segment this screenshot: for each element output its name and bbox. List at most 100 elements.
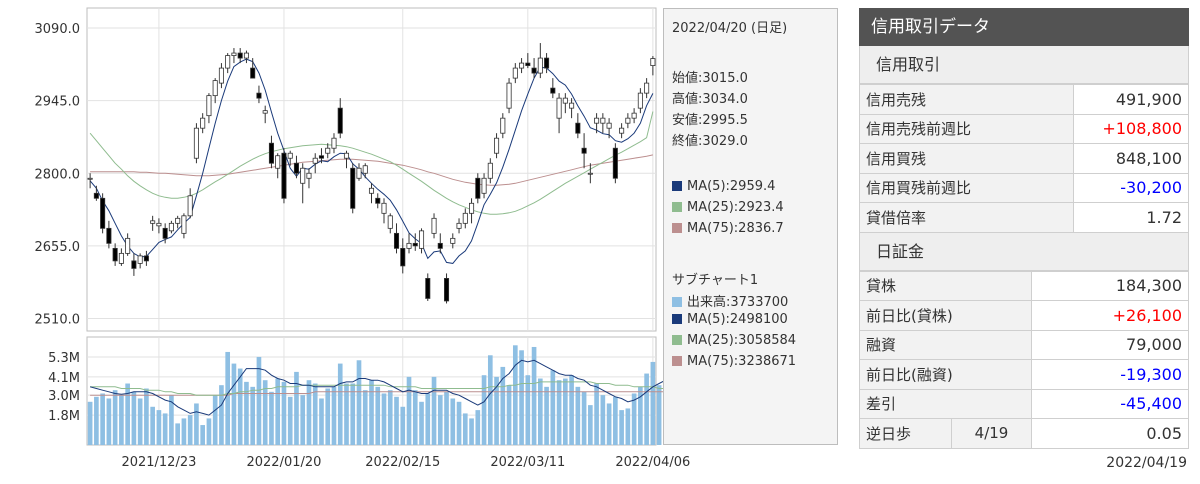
candle-body bbox=[562, 97, 568, 104]
candle-body bbox=[537, 57, 543, 74]
candle-body bbox=[368, 187, 375, 194]
candle-body bbox=[469, 202, 475, 214]
table-row: 差引 -45,400 bbox=[859, 388, 1189, 419]
candle bbox=[519, 58, 525, 74]
volume-bar bbox=[87, 401, 93, 445]
table-row: 前日比(融資) -19,300 bbox=[859, 359, 1189, 390]
candle-body bbox=[381, 202, 387, 214]
candle bbox=[437, 233, 443, 254]
candle-body bbox=[118, 252, 124, 264]
volume-bar bbox=[287, 396, 293, 445]
candle bbox=[562, 93, 568, 114]
candle-body bbox=[612, 147, 618, 179]
candle-body bbox=[181, 215, 187, 234]
candle-body bbox=[100, 197, 106, 229]
candle bbox=[581, 133, 587, 169]
volume-bar bbox=[475, 410, 481, 445]
volume-bar bbox=[331, 386, 337, 445]
volume-bar bbox=[387, 390, 393, 445]
table-row: 貸借倍率 1.72 bbox=[859, 202, 1190, 233]
row-value: 1.72 bbox=[1072, 202, 1190, 233]
volume-bar bbox=[462, 413, 468, 445]
candle bbox=[106, 220, 112, 249]
candle-body bbox=[556, 97, 562, 119]
candle-body bbox=[312, 157, 318, 164]
ma5-swatch bbox=[672, 181, 682, 191]
candle-body bbox=[637, 92, 643, 109]
candle-body bbox=[87, 177, 93, 180]
ma75-swatch bbox=[672, 223, 682, 233]
price-ma75-line bbox=[90, 154, 654, 186]
legend-volume-text: 出来高:3733700 bbox=[687, 295, 789, 310]
candle-body bbox=[275, 155, 281, 169]
candle-body bbox=[318, 155, 325, 159]
candle bbox=[168, 220, 174, 234]
price-tick-label: 3090.0 bbox=[35, 22, 81, 37]
candle-body bbox=[268, 142, 274, 164]
candle bbox=[506, 78, 512, 114]
candle bbox=[325, 143, 331, 159]
candle-body bbox=[437, 242, 443, 249]
price-tick-label: 2945.0 bbox=[35, 95, 81, 110]
candle bbox=[218, 63, 224, 89]
volume-bar bbox=[594, 383, 599, 445]
candle-body bbox=[262, 110, 268, 114]
volume-bar bbox=[325, 388, 331, 445]
volume-bar bbox=[519, 350, 524, 445]
ma25-swatch bbox=[672, 202, 682, 212]
volume-bar bbox=[656, 385, 662, 445]
info-low: 安値:2995.5 bbox=[672, 113, 748, 128]
info-date: 2022/04/20 (日足) bbox=[672, 21, 788, 36]
candle-body bbox=[512, 67, 518, 79]
candle bbox=[356, 163, 362, 181]
candle-body bbox=[168, 222, 174, 232]
candle bbox=[131, 253, 137, 276]
candle bbox=[444, 273, 450, 304]
legend-ma75-text: MA(75):2836.7 bbox=[687, 221, 784, 236]
volume-bar bbox=[419, 401, 424, 445]
candle-body bbox=[625, 117, 631, 124]
candle-body bbox=[531, 67, 537, 74]
candle bbox=[237, 48, 243, 64]
candle bbox=[300, 163, 306, 204]
candle bbox=[125, 233, 131, 256]
volume-bar bbox=[375, 386, 381, 445]
volume-tick-label: 4.1M bbox=[48, 371, 80, 386]
volume-bar bbox=[281, 381, 287, 445]
candle-body bbox=[619, 127, 625, 134]
candle bbox=[569, 98, 575, 119]
row-label: 貸株 bbox=[859, 270, 1032, 301]
row-value: 184,300 bbox=[1031, 270, 1189, 301]
volume-bar bbox=[481, 375, 487, 445]
candle-body bbox=[281, 152, 287, 199]
candle-body bbox=[356, 167, 362, 179]
volume-bar bbox=[194, 403, 199, 445]
price-plot-area bbox=[86, 7, 657, 332]
candle-body bbox=[250, 67, 256, 79]
row-value: -19,300 bbox=[1031, 359, 1189, 390]
volume-bar bbox=[156, 410, 162, 445]
candle bbox=[193, 123, 199, 164]
candle bbox=[550, 78, 556, 99]
candle-body bbox=[243, 52, 249, 59]
volume-bar bbox=[487, 355, 493, 445]
candle-body bbox=[481, 177, 487, 194]
candle-body bbox=[506, 82, 512, 109]
price-tick-label: 2800.0 bbox=[35, 167, 81, 182]
candle bbox=[500, 113, 506, 139]
volume-bar bbox=[294, 371, 299, 445]
candle bbox=[456, 218, 462, 234]
row-label: 信用買残前週比 bbox=[859, 172, 1074, 203]
candle bbox=[156, 218, 162, 234]
volume-bar bbox=[175, 423, 180, 445]
volume-bar bbox=[450, 398, 456, 445]
row-value: 0.05 bbox=[1031, 418, 1189, 449]
volume-bar bbox=[469, 418, 474, 445]
candle-body bbox=[444, 278, 450, 302]
candle bbox=[206, 93, 212, 124]
volume-bar bbox=[250, 386, 256, 445]
volume-bar bbox=[556, 380, 562, 445]
candle bbox=[137, 253, 143, 269]
candle-body bbox=[106, 227, 112, 244]
legend-ma25: MA(25):2923.4 bbox=[672, 200, 784, 215]
